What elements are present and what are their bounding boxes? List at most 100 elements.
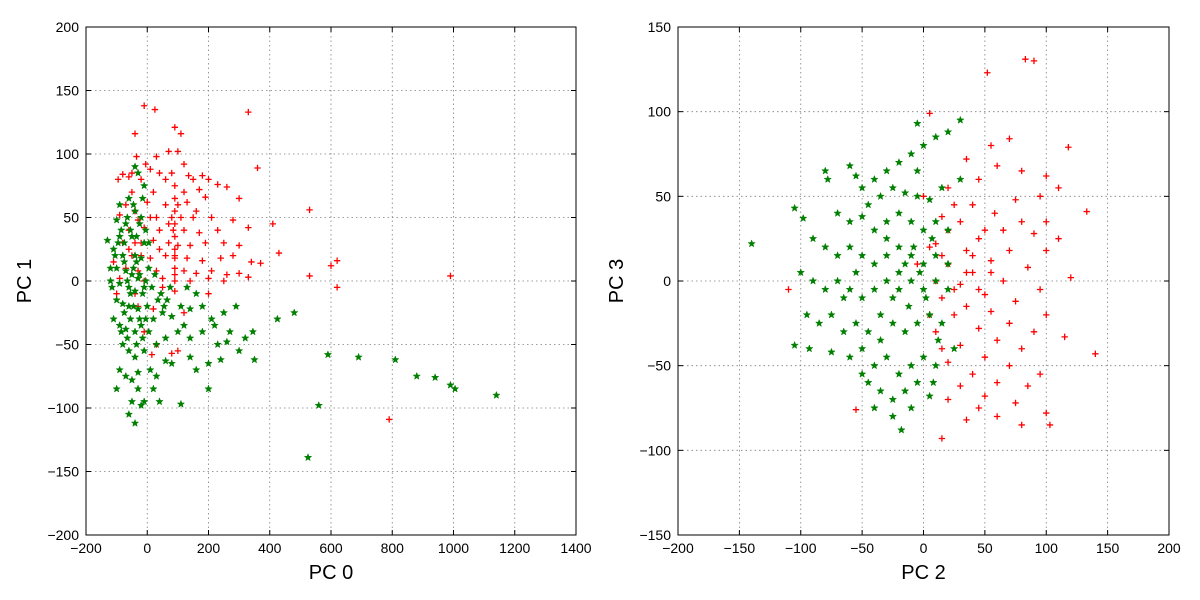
data-point-plus — [177, 130, 185, 137]
data-point-star — [234, 346, 244, 355]
data-point-plus — [205, 290, 212, 297]
series-1-star — [747, 115, 965, 434]
data-point-plus — [932, 328, 939, 335]
data-point-star — [273, 314, 282, 323]
data-point-star — [894, 268, 904, 277]
data-point-plus — [963, 269, 970, 276]
data-point-plus — [385, 416, 393, 423]
data-point-plus — [220, 277, 228, 285]
y-tick-label: 150 — [648, 19, 672, 35]
data-point-plus — [205, 176, 212, 183]
data-point-plus — [171, 277, 179, 285]
data-point-star — [909, 242, 918, 251]
data-point-star — [906, 217, 916, 226]
data-point-plus — [975, 235, 982, 242]
data-point-plus — [1036, 193, 1044, 200]
data-point-plus — [171, 233, 179, 240]
data-point-star — [161, 333, 170, 342]
data-point-plus — [186, 242, 194, 249]
data-point-plus — [183, 199, 191, 206]
plot-area — [747, 55, 1099, 442]
data-point-star — [161, 356, 170, 365]
data-point-star — [109, 314, 118, 323]
data-point-star — [162, 295, 172, 304]
data-point-star — [198, 327, 207, 336]
data-point-plus — [159, 275, 166, 282]
y-tick-label: −100 — [47, 400, 79, 416]
data-point-star — [130, 327, 140, 336]
data-point-star — [132, 232, 141, 241]
data-point-plus — [229, 252, 237, 259]
data-point-star — [808, 276, 818, 285]
x-axis-title: PC 0 — [309, 562, 353, 584]
data-point-star — [129, 200, 138, 209]
data-point-star — [144, 327, 154, 336]
data-point-plus — [208, 214, 215, 221]
data-point-star — [949, 344, 959, 353]
data-point-star — [827, 310, 836, 319]
data-point-star — [165, 282, 175, 291]
data-point-star — [139, 346, 149, 355]
data-point-star — [888, 395, 898, 404]
data-point-star — [138, 193, 147, 203]
data-point-star — [314, 400, 324, 410]
data-point-star — [790, 340, 799, 349]
data-point-plus — [1018, 421, 1025, 429]
y-tick-label: −100 — [639, 442, 671, 458]
data-point-star — [833, 276, 842, 285]
data-point-plus — [969, 370, 976, 378]
data-point-plus — [981, 227, 989, 234]
data-point-plus — [975, 404, 982, 412]
data-point-star — [845, 352, 855, 361]
data-point-star — [136, 212, 146, 222]
data-point-plus — [1018, 345, 1025, 352]
x-tick-label: 50 — [977, 540, 993, 556]
data-point-star — [857, 344, 867, 353]
data-point-star — [167, 312, 177, 321]
data-point-star — [136, 320, 146, 330]
data-point-star — [863, 378, 873, 387]
data-point-plus — [156, 169, 163, 177]
data-point-star — [919, 284, 928, 294]
data-point-star — [412, 371, 422, 380]
x-tick-label: 400 — [258, 540, 282, 556]
data-point-star — [851, 268, 861, 277]
data-point-star — [863, 200, 873, 209]
data-point-plus — [1055, 235, 1062, 242]
data-point-star — [906, 149, 916, 158]
data-point-star — [814, 318, 824, 327]
x-tick-label: −100 — [785, 540, 817, 556]
data-point-plus — [168, 350, 175, 357]
data-point-star — [185, 352, 195, 361]
data-point-plus — [245, 108, 252, 116]
data-point-plus — [177, 214, 185, 221]
data-point-star — [115, 279, 124, 288]
data-point-star — [845, 161, 855, 170]
ticks: −200 0 200 400 600 800 1000 1200 1400−200−150−10… — [47, 19, 591, 556]
data-point-plus — [159, 284, 166, 291]
data-point-star — [150, 270, 160, 279]
data-point-star — [176, 399, 186, 408]
data-point-plus — [1024, 382, 1032, 390]
data-point-star — [870, 361, 879, 370]
x-tick-label: 1200 — [499, 540, 530, 556]
data-point-plus — [180, 160, 188, 168]
y-tick-label: 50 — [655, 188, 671, 204]
data-point-star — [136, 400, 146, 410]
ticks: −200 −150 −100 −50 0 50 100 150 200−150−100−5005… — [639, 19, 1180, 556]
data-point-plus — [1012, 196, 1019, 203]
data-point-plus — [327, 262, 335, 269]
data-point-plus — [1012, 399, 1019, 407]
x-tick-label: −200 — [70, 540, 102, 556]
data-point-star — [882, 166, 891, 175]
data-point-plus — [125, 246, 133, 253]
data-point-plus — [938, 345, 946, 352]
data-point-star — [210, 320, 219, 330]
data-point-star — [141, 276, 151, 285]
data-point-star — [159, 301, 169, 311]
data-point-star — [894, 369, 904, 378]
data-point-star — [126, 225, 135, 234]
data-point-plus — [186, 277, 194, 285]
grid — [678, 27, 1169, 535]
data-point-star — [213, 339, 222, 349]
